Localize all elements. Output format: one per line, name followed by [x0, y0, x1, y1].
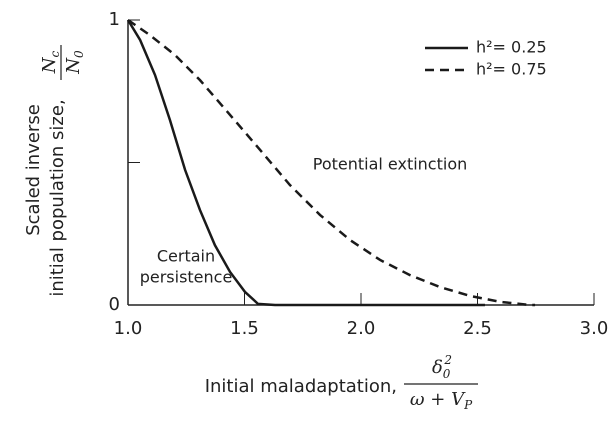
x-label-part: δ	[432, 357, 443, 378]
y-label-numerator: Nc	[39, 50, 62, 74]
annotation: Potential extinction	[313, 155, 468, 174]
x-tick-label: 3.0	[580, 318, 609, 339]
x-tick-label: 2.0	[347, 318, 376, 339]
annotation: Certain	[157, 247, 215, 266]
x-label-part: ω + V	[410, 389, 466, 410]
y-label-part: c	[48, 50, 62, 57]
legend-label: h²= 0.25	[476, 38, 547, 57]
x-label-part: P	[463, 398, 473, 412]
annotation: persistence	[140, 268, 233, 287]
y-label-part: 0	[72, 50, 86, 58]
x-tick-label: 1.5	[230, 318, 259, 339]
y-tick-label: 0	[109, 294, 120, 315]
y-label-line: initial population size,	[47, 99, 68, 296]
x-tick-label: 2.5	[463, 318, 492, 339]
x-label-numerator: δ02	[432, 353, 452, 381]
y-tick-label: 1	[109, 9, 120, 30]
legend-label: h²= 0.75	[476, 60, 547, 79]
y-label-part: N	[39, 56, 60, 74]
y-label-part: N	[63, 57, 84, 75]
y-label: Scaled inverse initial population size, Nc…	[23, 45, 86, 297]
y-label-denominator: N0	[63, 50, 86, 75]
x-tick-label: 1.0	[114, 318, 143, 339]
series-line	[126, 19, 485, 307]
x-label: Initial maladaptation,	[205, 376, 397, 397]
x-label-part: 2	[443, 353, 452, 367]
x-label-part: 0	[443, 367, 451, 381]
y-label-line: Scaled inverse	[23, 104, 44, 236]
x-label-denominator: ω + VP	[410, 389, 473, 412]
series-line	[127, 18, 536, 307]
